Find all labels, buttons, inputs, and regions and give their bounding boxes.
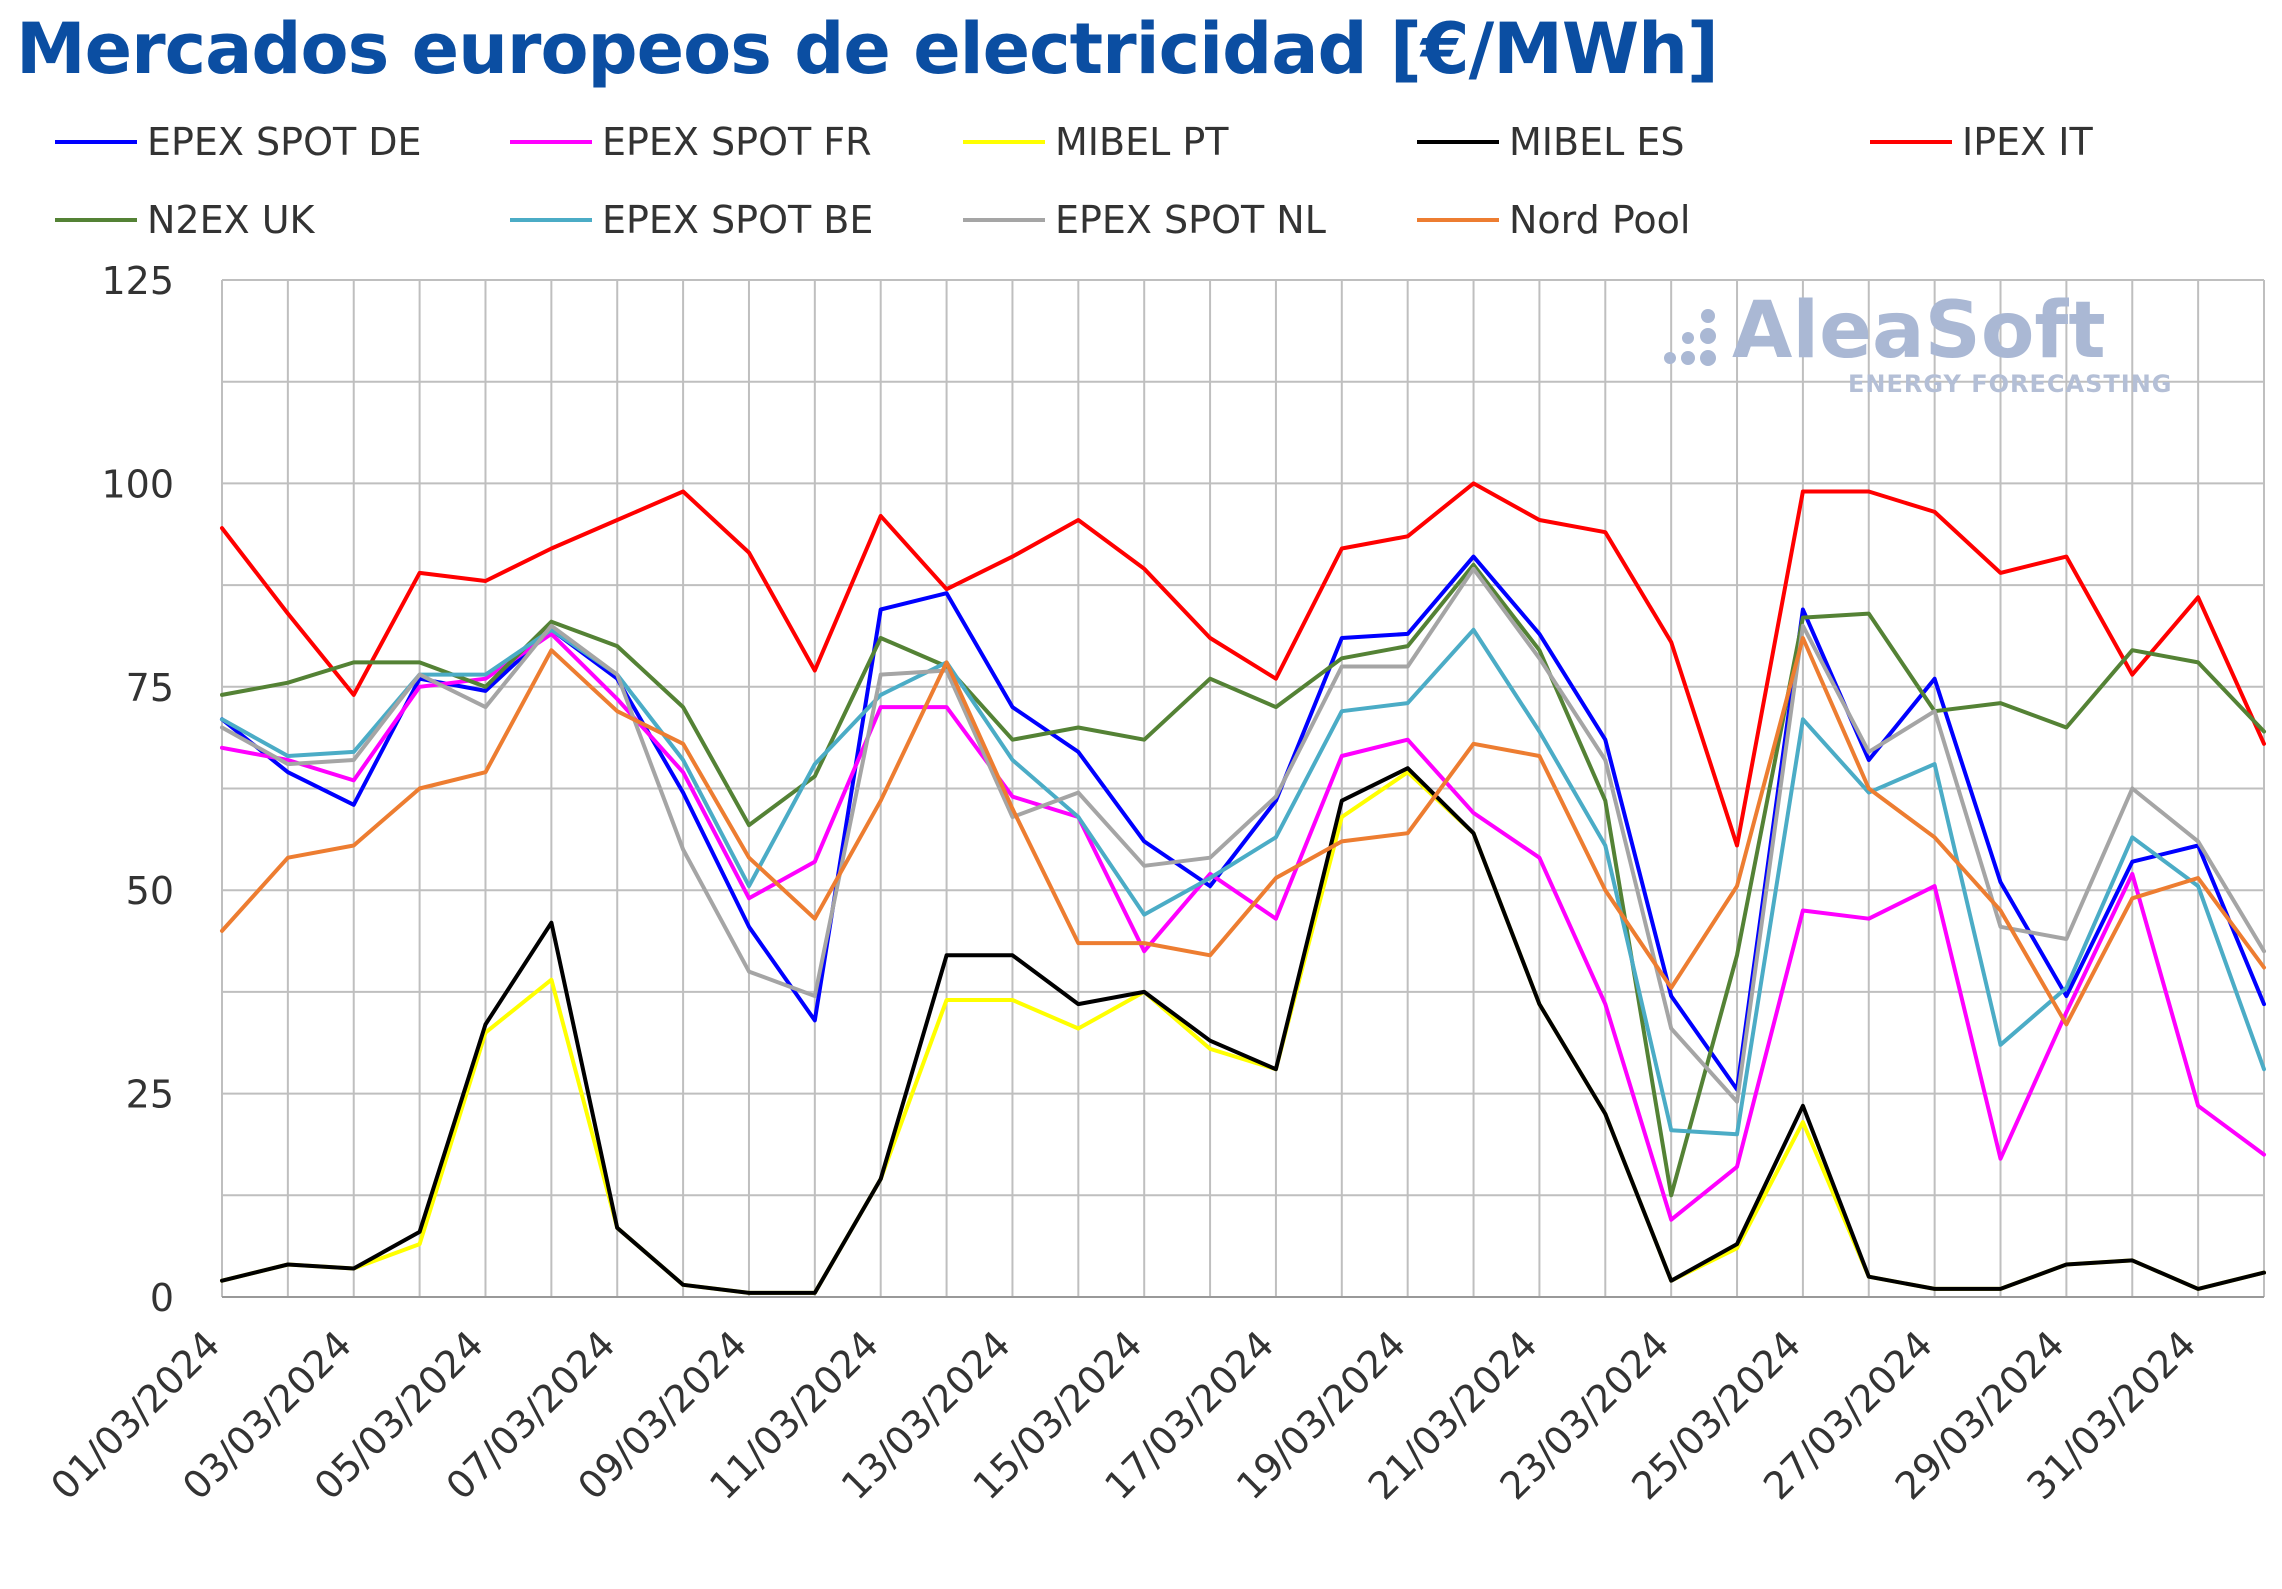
legend-item: MIBEL PT xyxy=(963,120,1228,164)
legend-item: MIBEL ES xyxy=(1417,120,1684,164)
series-line-epex-spot-nl xyxy=(220,566,2266,1104)
aleasoft-logo-icon xyxy=(1664,309,1716,366)
legend-label: EPEX SPOT FR xyxy=(602,120,872,164)
legend-label: MIBEL PT xyxy=(1055,120,1229,164)
legend-swatch xyxy=(55,218,137,222)
legend-label: IPEX IT xyxy=(1962,120,2093,164)
y-tick-label: 125 xyxy=(101,259,174,303)
series-line-epex-spot-fr xyxy=(220,631,2266,1222)
legend-item: N2EX UK xyxy=(55,198,314,242)
series-line-mibel-pt xyxy=(220,770,2266,1295)
legend-swatch xyxy=(1870,140,1952,144)
chart-title: Mercados europeos de electricidad [€/MWh… xyxy=(16,8,1719,90)
legend-swatch xyxy=(963,218,1045,222)
y-tick-label: 25 xyxy=(126,1073,174,1117)
series-line-ipex-it xyxy=(220,481,2266,848)
legend-item: EPEX SPOT FR xyxy=(510,120,872,164)
legend-item: Nord Pool xyxy=(1417,198,1690,242)
legend-swatch xyxy=(510,140,592,144)
legend-swatch xyxy=(55,140,137,144)
series-line-nord-pool xyxy=(220,636,2266,1027)
y-tick-label: 100 xyxy=(101,462,174,506)
series-line-n2ex-uk xyxy=(220,562,2266,1198)
series-line-epex-spot-be xyxy=(220,627,2266,1137)
legend-label: EPEX SPOT NL xyxy=(1055,198,1326,242)
legend-item: EPEX SPOT NL xyxy=(963,198,1326,242)
y-tick-label: 0 xyxy=(150,1276,174,1320)
legend-item: EPEX SPOT BE xyxy=(510,198,873,242)
y-tick-label: 50 xyxy=(126,869,174,913)
legend-label: EPEX SPOT DE xyxy=(147,120,422,164)
series-line-mibel-es xyxy=(220,766,2266,1295)
legend-label: MIBEL ES xyxy=(1509,120,1685,164)
legend-swatch xyxy=(510,218,592,222)
series-line-epex-spot-de xyxy=(220,554,2266,1092)
watermark-subtitle: ENERGY FORECASTING xyxy=(1848,370,2173,398)
legend-item: EPEX SPOT DE xyxy=(55,120,422,164)
watermark-brand: AleaSoft xyxy=(1732,286,2106,376)
legend-swatch xyxy=(1417,218,1499,222)
legend-label: N2EX UK xyxy=(147,198,315,242)
legend-swatch xyxy=(1417,140,1499,144)
legend-item: IPEX IT xyxy=(1870,120,2093,164)
legend-label: Nord Pool xyxy=(1509,198,1691,242)
legend-label: EPEX SPOT BE xyxy=(602,198,874,242)
y-tick-label: 75 xyxy=(126,666,174,710)
legend-swatch xyxy=(963,140,1045,144)
